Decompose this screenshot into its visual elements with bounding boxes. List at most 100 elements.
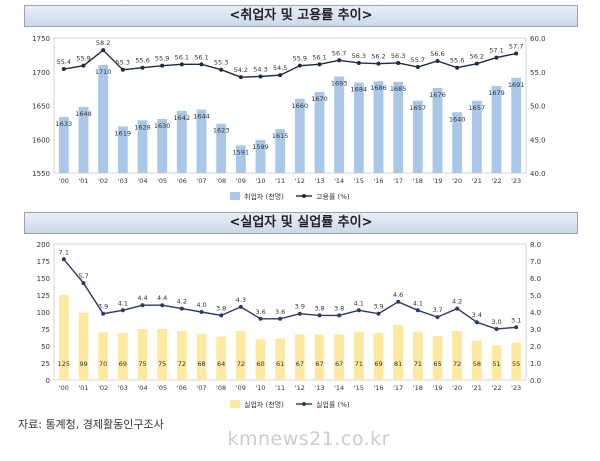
line-data-label: 56.1 [194,53,208,61]
x-tick-label: '17 [393,177,403,185]
unemployment-chart: 0 25 50 75 100 125 150 175 200 0.0 1.0 2.0 3.0 4.0 5.0… [37,241,542,409]
line-point [81,281,86,286]
line-point [494,55,499,60]
chart1-title: <취업자 및 고용률 추이> [24,5,578,27]
bar-data-label: 51 [492,360,500,368]
line-data-label: 54.5 [273,64,287,72]
right-axis-tick-label: 2.0 [530,343,541,351]
left-axis-tick-label: 150 [37,275,50,283]
bar-data-label: 72 [237,360,245,368]
bar [275,338,286,380]
line-point [140,303,145,308]
line-data-label: 3.1 [511,316,521,324]
bar-data-label: 72 [178,360,186,368]
x-tick-label: '10 [255,384,265,392]
line-data-label: 56.1 [312,53,326,61]
bar-data-label: 69 [374,360,382,368]
line-data-label: 4.1 [118,299,128,307]
x-tick-label: '03 [118,384,128,392]
bar [216,336,227,380]
bar [373,81,384,173]
line-point [317,313,322,318]
bar-data-label: 81 [394,360,402,368]
line-point [160,303,165,308]
x-tick-label: '06 [177,177,187,185]
line-data-label: 4.3 [236,296,246,304]
bar-data-label: 1640 [449,115,466,123]
line-data-label: 56.2 [371,53,385,61]
line-data-label: 54.3 [253,65,267,73]
bar [412,100,423,173]
bar [98,332,109,380]
bar-data-label: 1648 [75,110,92,118]
x-tick-label: '03 [118,177,128,185]
line-data-label: 4.4 [157,294,167,302]
bar [334,334,345,380]
line-data-label: 55.6 [135,57,149,65]
line-point [337,313,342,318]
line-point [278,73,283,78]
bar-data-label: 1657 [410,104,427,112]
right-axis-tick-label: 0.0 [530,377,541,385]
bar-data-label: 65 [433,360,441,368]
bar [176,331,187,380]
line-data-label: 56.3 [352,52,366,60]
left-axis-tick-label: 200 [37,241,50,249]
x-tick-label: '16 [373,177,383,185]
x-tick-label: '13 [314,177,324,185]
line-data-label: 4.2 [452,298,462,306]
line-point [101,48,106,53]
left-axis-tick-label: 125 [37,292,50,300]
x-tick-label: '04 [137,177,147,185]
x-tick-label: '05 [157,384,167,392]
line-data-label: 4.2 [177,298,187,306]
bar-data-label: 72 [453,360,461,368]
bar-data-label: 67 [335,360,343,368]
x-tick-label: '16 [373,384,383,392]
bar [511,77,522,173]
line-point [356,308,361,313]
bar-data-label: 71 [355,360,363,368]
line-point [219,313,224,318]
x-tick-label: '21 [472,384,482,392]
bar [235,145,246,173]
x-tick-label: '23 [511,384,521,392]
x-tick-label: '08 [216,384,226,392]
bar-data-label: 1691 [508,81,525,89]
right-axis-tick-label: 60.0 [530,35,546,43]
line-data-label: 56.3 [391,52,405,60]
line-data-label: 3.9 [373,303,383,311]
bar [137,329,148,380]
x-tick-label: '06 [177,384,187,392]
bar-data-label: 1685 [390,85,407,93]
line-data-label: 54.2 [234,66,248,74]
x-tick-label: '09 [236,177,246,185]
line-data-label: 3.8 [334,304,344,312]
line-point [514,325,519,330]
line-point [396,60,401,65]
x-tick-label: '17 [393,384,403,392]
line-data-label: 56.7 [332,49,346,57]
right-axis-tick-label: 1.0 [530,360,541,368]
bar-data-label: 99 [79,360,87,368]
line-data-label: 3.8 [314,304,324,312]
line-point [435,315,440,320]
legend-bar-label: 취업자 (천명) [244,192,284,201]
line-point [179,62,184,67]
x-tick-label: '20 [452,177,462,185]
bar-data-label: 75 [138,360,146,368]
x-tick-label: '12 [295,177,305,185]
x-tick-label: '19 [432,384,442,392]
line-data-label: 4.1 [413,299,423,307]
x-tick-label: '04 [137,384,147,392]
bar [373,333,384,380]
line-point [140,65,145,70]
left-axis-tick-label: 1650 [32,103,50,111]
x-tick-label: '02 [98,384,108,392]
plot-area [53,37,527,174]
line-point [238,304,243,309]
bar-data-label: 61 [276,360,284,368]
line-point [179,306,184,311]
line-data-label: 55.3 [116,59,130,67]
legend-bar-label: 실업자 (천명) [244,400,284,409]
